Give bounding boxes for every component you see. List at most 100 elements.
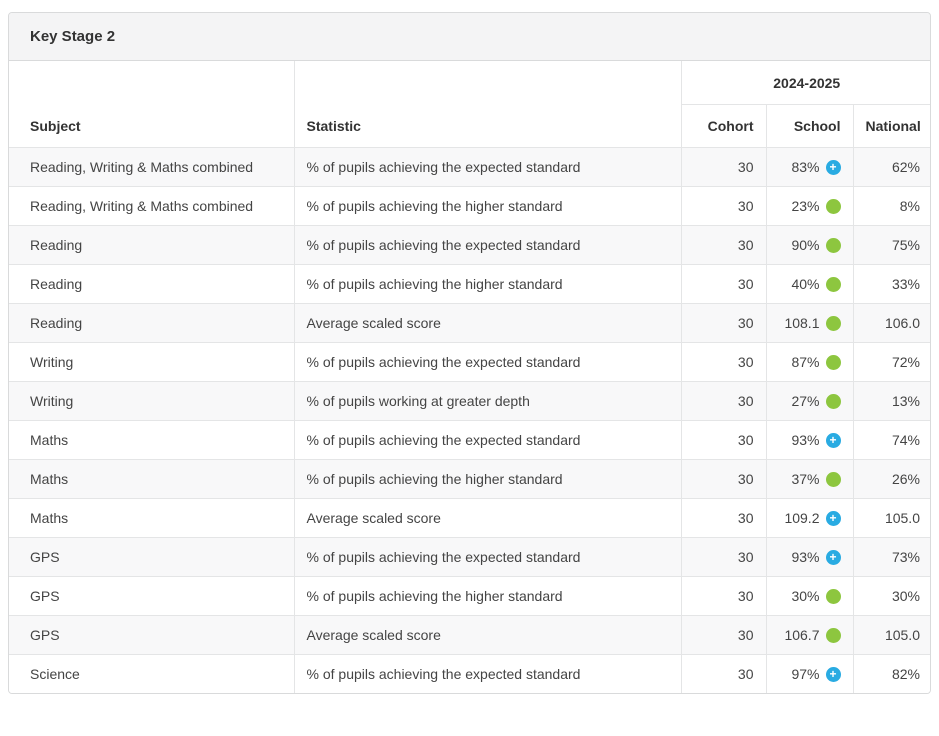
national-cell: 13% [852, 381, 930, 421]
statistic-cell: % of pupils achieving the higher standar… [293, 576, 682, 616]
cohort-cell: 30 [680, 342, 767, 382]
statistic-cell: % of pupils achieving the expected stand… [293, 147, 682, 187]
school-value: 97% [791, 666, 820, 682]
school-cell: 83% + [765, 147, 854, 187]
school-value: 109.2 [784, 510, 820, 526]
year-header-row: Subject Statistic 2024-2025 [9, 61, 930, 148]
green-dot-icon [825, 471, 841, 487]
school-cell: 106.7 [765, 615, 854, 655]
subject-cell: Maths [9, 498, 295, 538]
cohort-cell: 30 [680, 498, 767, 538]
statistic-cell: % of pupils achieving the higher standar… [293, 186, 682, 226]
national-cell: 75% [852, 225, 930, 265]
school-cell: 93% + [765, 420, 854, 460]
subject-cell: Reading [9, 264, 295, 304]
school-cell: 40% [765, 264, 854, 304]
year-header: 2024-2025 [680, 61, 930, 105]
national-cell: 74% [852, 420, 930, 460]
column-header-statistic: Statistic [293, 61, 682, 148]
national-cell: 82% [852, 654, 930, 693]
cohort-cell: 30 [680, 654, 767, 693]
green-dot-icon [825, 627, 841, 643]
green-dot-icon [825, 354, 841, 370]
school-value: 83% [791, 159, 820, 175]
table-body: Reading, Writing & Maths combined % of p… [9, 147, 930, 693]
statistic-cell: Average scaled score [293, 303, 682, 343]
column-header-subject: Subject [9, 61, 295, 148]
school-cell: 23% [765, 186, 854, 226]
cohort-cell: 30 [680, 381, 767, 421]
cohort-cell: 30 [680, 537, 767, 577]
school-cell: 27% [765, 381, 854, 421]
statistic-cell: Average scaled score [293, 498, 682, 538]
school-cell: 87% [765, 342, 854, 382]
subject-cell: Maths [9, 459, 295, 499]
statistic-cell: % of pupils achieving the higher standar… [293, 264, 682, 304]
statistic-cell: % of pupils achieving the expected stand… [293, 654, 682, 693]
table-row: GPS % of pupils achieving the expected s… [9, 537, 930, 577]
green-dot-icon [825, 393, 841, 409]
statistic-cell: Average scaled score [293, 615, 682, 655]
national-cell: 106.0 [852, 303, 930, 343]
table-row: Reading % of pupils achieving the higher… [9, 264, 930, 304]
cohort-cell: 30 [680, 264, 767, 304]
table-row: Maths % of pupils achieving the expected… [9, 420, 930, 460]
school-cell: 97% + [765, 654, 854, 693]
school-cell: 30% [765, 576, 854, 616]
table-row: Maths Average scaled score 30 109.2 + 10… [9, 498, 930, 538]
subject-cell: GPS [9, 615, 295, 655]
subject-cell: Reading, Writing & Maths combined [9, 186, 295, 226]
table-row: Reading Average scaled score 30 108.1 10… [9, 303, 930, 343]
panel-title: Key Stage 2 [9, 13, 930, 61]
school-cell: 93% + [765, 537, 854, 577]
national-cell: 72% [852, 342, 930, 382]
table-row: Writing % of pupils achieving the expect… [9, 342, 930, 382]
green-dot-icon [825, 198, 841, 214]
subject-cell: GPS [9, 537, 295, 577]
subject-cell: Maths [9, 420, 295, 460]
subject-cell: Reading [9, 225, 295, 265]
green-dot-icon [825, 237, 841, 253]
statistic-cell: % of pupils achieving the expected stand… [293, 420, 682, 460]
statistic-cell: % of pupils achieving the expected stand… [293, 537, 682, 577]
subject-cell: Science [9, 654, 295, 693]
national-cell: 30% [852, 576, 930, 616]
cohort-cell: 30 [680, 303, 767, 343]
table-row: Writing % of pupils working at greater d… [9, 381, 930, 421]
statistic-cell: % of pupils working at greater depth [293, 381, 682, 421]
subject-cell: Reading, Writing & Maths combined [9, 147, 295, 187]
subject-cell: Reading [9, 303, 295, 343]
cohort-cell: 30 [680, 420, 767, 460]
table-row: Reading, Writing & Maths combined % of p… [9, 186, 930, 226]
school-value: 27% [791, 393, 820, 409]
school-cell: 109.2 + [765, 498, 854, 538]
national-cell: 26% [852, 459, 930, 499]
national-cell: 73% [852, 537, 930, 577]
column-header-school: School [765, 104, 854, 148]
plus-circle-icon: + [825, 510, 841, 526]
plus-circle-icon: + [825, 549, 841, 565]
results-table: Subject Statistic 2024-2025 Cohort Schoo… [9, 61, 930, 693]
statistic-cell: % of pupils achieving the expected stand… [293, 225, 682, 265]
key-stage-2-panel: Key Stage 2 Subject Statistic 2024-2025 … [8, 12, 931, 694]
green-dot-icon [825, 315, 841, 331]
statistic-cell: % of pupils achieving the expected stand… [293, 342, 682, 382]
table-row: Maths % of pupils achieving the higher s… [9, 459, 930, 499]
plus-circle-icon: + [825, 666, 841, 682]
national-cell: 105.0 [852, 498, 930, 538]
cohort-cell: 30 [680, 147, 767, 187]
subject-cell: GPS [9, 576, 295, 616]
column-header-national: National [852, 104, 930, 148]
school-value: 37% [791, 471, 820, 487]
statistic-cell: % of pupils achieving the higher standar… [293, 459, 682, 499]
school-cell: 37% [765, 459, 854, 499]
school-value: 106.7 [784, 627, 820, 643]
cohort-cell: 30 [680, 615, 767, 655]
green-dot-icon [825, 276, 841, 292]
school-value: 23% [791, 198, 820, 214]
national-cell: 8% [852, 186, 930, 226]
cohort-cell: 30 [680, 186, 767, 226]
national-cell: 105.0 [852, 615, 930, 655]
school-value: 108.1 [784, 315, 820, 331]
school-value: 30% [791, 588, 820, 604]
